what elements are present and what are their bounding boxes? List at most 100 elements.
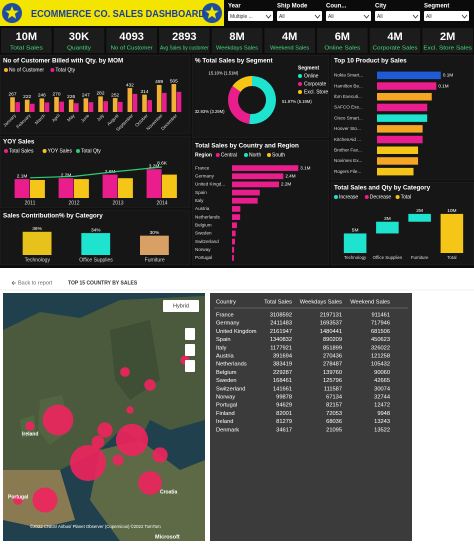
back-link[interactable]: Back to report — [18, 280, 53, 286]
legend-label: Increase — [339, 194, 358, 200]
table-cell: Finland — [216, 411, 235, 417]
table-cell: Ireland — [216, 419, 233, 425]
map-bubble[interactable] — [115, 423, 149, 457]
y-tick-label: Hoover Sto... — [334, 126, 361, 131]
table-cell: 1693537 — [320, 321, 342, 327]
y-tick-label: Netherlands — [195, 214, 220, 219]
map-bubble[interactable] — [32, 487, 58, 513]
kpi-card — [1, 28, 52, 53]
table-cell: 12472 — [374, 403, 390, 409]
dropdown-chevron — [265, 14, 272, 19]
filter-dropdown[interactable] — [326, 11, 371, 21]
map-bubble[interactable] — [91, 435, 105, 449]
kpi-label: Weekdays Sales — [216, 45, 258, 51]
bar — [171, 84, 177, 112]
map-brand: Microsoft — [155, 534, 180, 540]
data-label: 505 — [170, 78, 178, 84]
bar — [98, 96, 103, 112]
map-bubble[interactable] — [42, 404, 74, 436]
kpi-label: Online Sales — [324, 45, 360, 51]
map-control[interactable] — [185, 328, 195, 340]
y-tick-label: KitchenAid ... — [334, 137, 361, 142]
kpi-value: 6M — [335, 31, 350, 43]
legend-marker — [395, 195, 400, 199]
bar — [15, 102, 20, 112]
table-cell: 1340832 — [270, 337, 292, 343]
y-tick-label: Nokia Smart... — [334, 73, 363, 78]
legend-marker — [364, 195, 369, 199]
bar — [232, 189, 260, 196]
table-cell: 1480441 — [320, 329, 342, 335]
map-style-button[interactable] — [163, 300, 199, 312]
data-label: 267 — [9, 91, 17, 97]
kpi-card — [369, 28, 421, 53]
legend-marker — [244, 153, 248, 157]
bar — [74, 179, 89, 198]
table-cell: 326022 — [371, 345, 390, 351]
bar — [59, 101, 64, 112]
table-cell: France — [216, 313, 234, 319]
bar — [176, 91, 182, 112]
bar — [377, 71, 441, 80]
bar — [88, 102, 94, 112]
x-tick-label: July — [96, 112, 106, 122]
filter-dropdown[interactable] — [424, 11, 469, 21]
filter-dropdown[interactable] — [228, 11, 273, 21]
map-bubble[interactable] — [112, 454, 124, 466]
table-header: Weekend Sales — [350, 300, 390, 306]
table-cell: 81279 — [276, 419, 292, 425]
x-tick-label: 2013 — [112, 200, 123, 206]
data-label: 3.1M — [300, 165, 310, 170]
map-bubble[interactable] — [97, 422, 113, 438]
data-label: 246 — [38, 93, 46, 99]
map-bubble[interactable] — [120, 367, 130, 377]
title-banner — [0, 0, 224, 26]
data-label: 15.10% (1.51M) — [208, 70, 238, 75]
y-tick-label: Ibm Executi... — [334, 94, 362, 99]
table-cell: Belgium — [216, 370, 237, 376]
map-bubble[interactable] — [25, 421, 35, 431]
bar — [83, 98, 89, 112]
legend-marker — [334, 195, 338, 199]
donut-segment — [228, 86, 251, 124]
map-bubble[interactable] — [13, 495, 23, 505]
table-cell: 2197131 — [320, 313, 342, 319]
table-cell: 911461 — [371, 313, 390, 319]
legend-label: Corporate — [304, 81, 326, 87]
chart-panel — [191, 139, 330, 266]
bar — [54, 97, 59, 112]
bar — [377, 114, 428, 122]
data-label: 51.97% (5.19M) — [282, 99, 312, 104]
map-bubble[interactable] — [138, 471, 162, 495]
y-tick-label: Brother Fax... — [334, 147, 362, 152]
bar — [142, 94, 147, 112]
bar — [81, 233, 111, 255]
bar — [377, 103, 428, 112]
kpi-label: No of Customer — [111, 45, 153, 51]
table-cell: 82001 — [276, 411, 292, 417]
map-bubble[interactable] — [126, 406, 134, 414]
map-control[interactable] — [185, 344, 195, 356]
map-bubble[interactable] — [70, 445, 106, 481]
bar — [232, 246, 235, 253]
data-label: 252 — [111, 92, 119, 98]
legend-title: Region — [195, 152, 212, 158]
map-bubble[interactable] — [152, 447, 168, 463]
bar — [377, 167, 414, 176]
legend-label: Excl. Store — [304, 89, 328, 95]
legend-label: Total Qty — [55, 67, 75, 73]
table-cell: 681506 — [371, 329, 390, 335]
table-cell: 32744 — [374, 395, 390, 401]
table-cell: 141661 — [273, 386, 292, 392]
filter-dropdown[interactable] — [277, 11, 322, 21]
bar — [44, 102, 50, 112]
legend-label: Total — [401, 194, 412, 200]
legend-marker — [50, 68, 55, 72]
map-control[interactable] — [185, 360, 195, 372]
filter-value: All — [377, 14, 383, 20]
donut-segment — [249, 76, 276, 124]
map-bubble[interactable] — [144, 379, 156, 391]
dropdown-chevron — [412, 14, 419, 19]
filter-dropdown[interactable] — [375, 11, 420, 21]
